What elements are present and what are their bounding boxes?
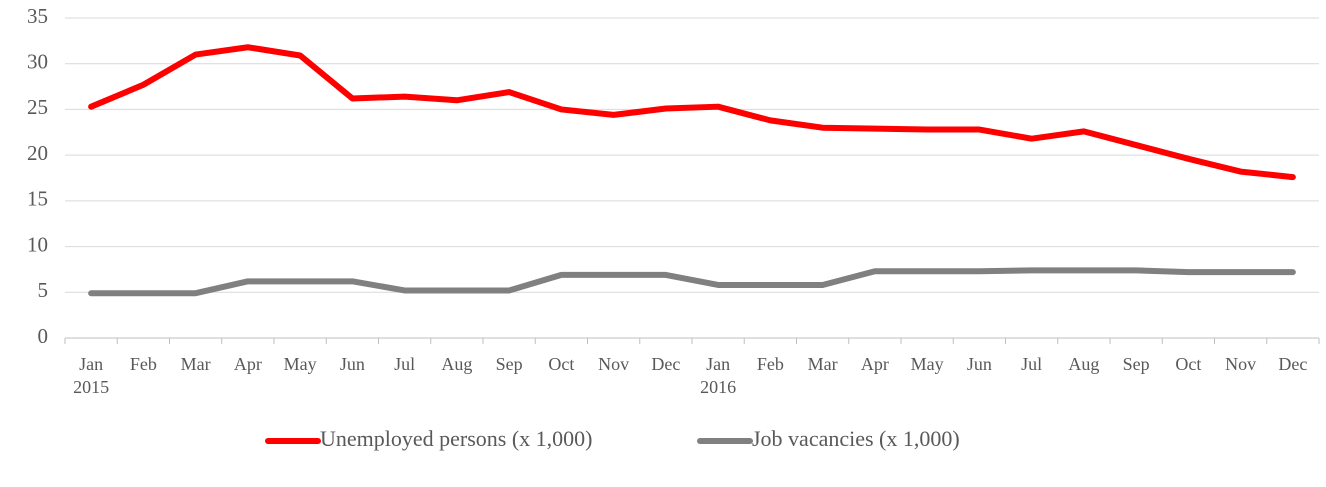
line: [88, 267, 1296, 297]
x-tick-label: Oct: [1175, 354, 1201, 374]
y-tick-label: 30: [27, 50, 48, 74]
x-tick-label: Jul: [394, 354, 415, 374]
x-tick-label: Jun: [340, 354, 365, 374]
x-tick-label: Sep: [496, 354, 523, 374]
x-tick-label-line: 2016: [700, 377, 736, 397]
x-tick-label: May: [911, 354, 944, 374]
x-tick-label: Dec: [651, 354, 680, 374]
y-tick-label: 10: [27, 232, 48, 256]
x-tick-label: Mar: [808, 354, 838, 374]
x-tick-label: Apr: [861, 354, 889, 374]
y-tick-label: 20: [27, 141, 48, 165]
x-tick-label: Apr: [234, 354, 262, 374]
x-tick-label: Feb: [130, 354, 157, 374]
x-tick-label: Jan 2016: [700, 354, 736, 397]
x-tick-label-line: Jan: [79, 354, 103, 374]
x-tick-label-line: 2015: [73, 377, 109, 397]
x-tick-label: Jun: [967, 354, 992, 374]
x-tick-label: Mar: [181, 354, 211, 374]
legend-label: Job vacancies (x 1,000): [752, 426, 960, 451]
x-tick-label: Dec: [1278, 354, 1307, 374]
x-tick-label: May: [284, 354, 317, 374]
y-tick-label: 15: [27, 187, 48, 211]
x-tick-label: Feb: [757, 354, 784, 374]
x-tick-label: Aug: [1068, 354, 1099, 374]
x-tick-label: Nov: [598, 354, 629, 374]
legend-label: Unemployed persons (x 1,000): [320, 426, 593, 451]
x-tick-label: Oct: [548, 354, 574, 374]
x-tick-label-line: Jan: [706, 354, 730, 374]
line: [88, 44, 1296, 181]
x-tick-label: Jul: [1021, 354, 1042, 374]
y-tick-label: 0: [38, 324, 49, 348]
y-tick-label: 5: [38, 278, 49, 302]
x-tick-label: Aug: [441, 354, 472, 374]
y-tick-label: 35: [27, 4, 48, 28]
x-tick-label: Jan 2015: [73, 354, 109, 397]
y-tick-label: 25: [27, 95, 48, 119]
x-tick-label: Sep: [1123, 354, 1150, 374]
x-tick-label: Nov: [1225, 354, 1256, 374]
